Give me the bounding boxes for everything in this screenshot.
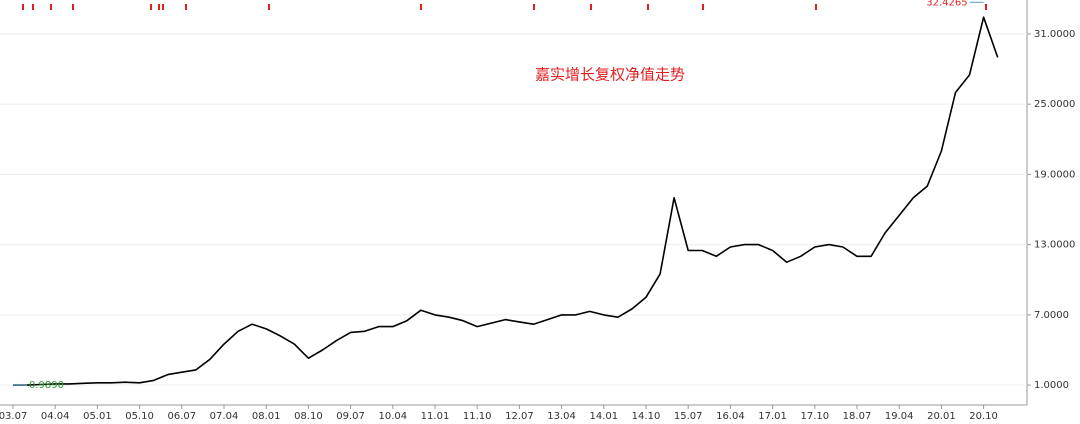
y-tick-label: 31.0000: [1034, 29, 1075, 40]
x-tick-label: 04.04: [41, 411, 70, 422]
x-tick-label: 20.10: [969, 411, 998, 422]
y-tick-label: 13.0000: [1034, 240, 1075, 251]
x-tick-label: 08.01: [252, 411, 281, 422]
event-flags: [22, 4, 987, 10]
value-label: 32.4265: [926, 0, 967, 8]
x-tick-label: 12.07: [505, 411, 534, 422]
x-tick-label: 05.10: [125, 411, 154, 422]
y-tick-label: 19.0000: [1034, 169, 1075, 180]
x-tick-label: 17.10: [800, 411, 829, 422]
chart-title: 嘉实增长复权净值走势: [535, 66, 685, 84]
x-tick-label: 05.01: [83, 411, 112, 422]
x-tick-label: 20.01: [927, 411, 956, 422]
x-tick-label: 13.04: [547, 411, 576, 422]
x-tick-label: 10.04: [378, 411, 407, 422]
x-tick-label: 16.04: [716, 411, 745, 422]
x-tick-label: 11.01: [421, 411, 450, 422]
x-tick-label: 07.04: [210, 411, 239, 422]
x-tick-label: 18.07: [843, 411, 872, 422]
x-tick-label: 14.01: [589, 411, 618, 422]
y-tick-label: 1.0000: [1034, 380, 1069, 391]
x-tick-label: 14.10: [632, 411, 661, 422]
x-tick-label: 03.07: [0, 411, 27, 422]
value-label: 0.9890: [29, 380, 64, 391]
y-tick-label: 25.0000: [1034, 99, 1075, 110]
x-tick-label: 06.07: [167, 411, 196, 422]
x-tick-label: 09.07: [336, 411, 365, 422]
data-line: [12, 16, 999, 386]
x-tick-label: 17.01: [758, 411, 787, 422]
x-tick-label: 08.10: [294, 411, 323, 422]
y-tick-label: 7.0000: [1034, 310, 1069, 321]
x-tick-label: 11.10: [463, 411, 492, 422]
x-tick-label: 15.07: [674, 411, 703, 422]
x-tick-label: 19.04: [885, 411, 914, 422]
